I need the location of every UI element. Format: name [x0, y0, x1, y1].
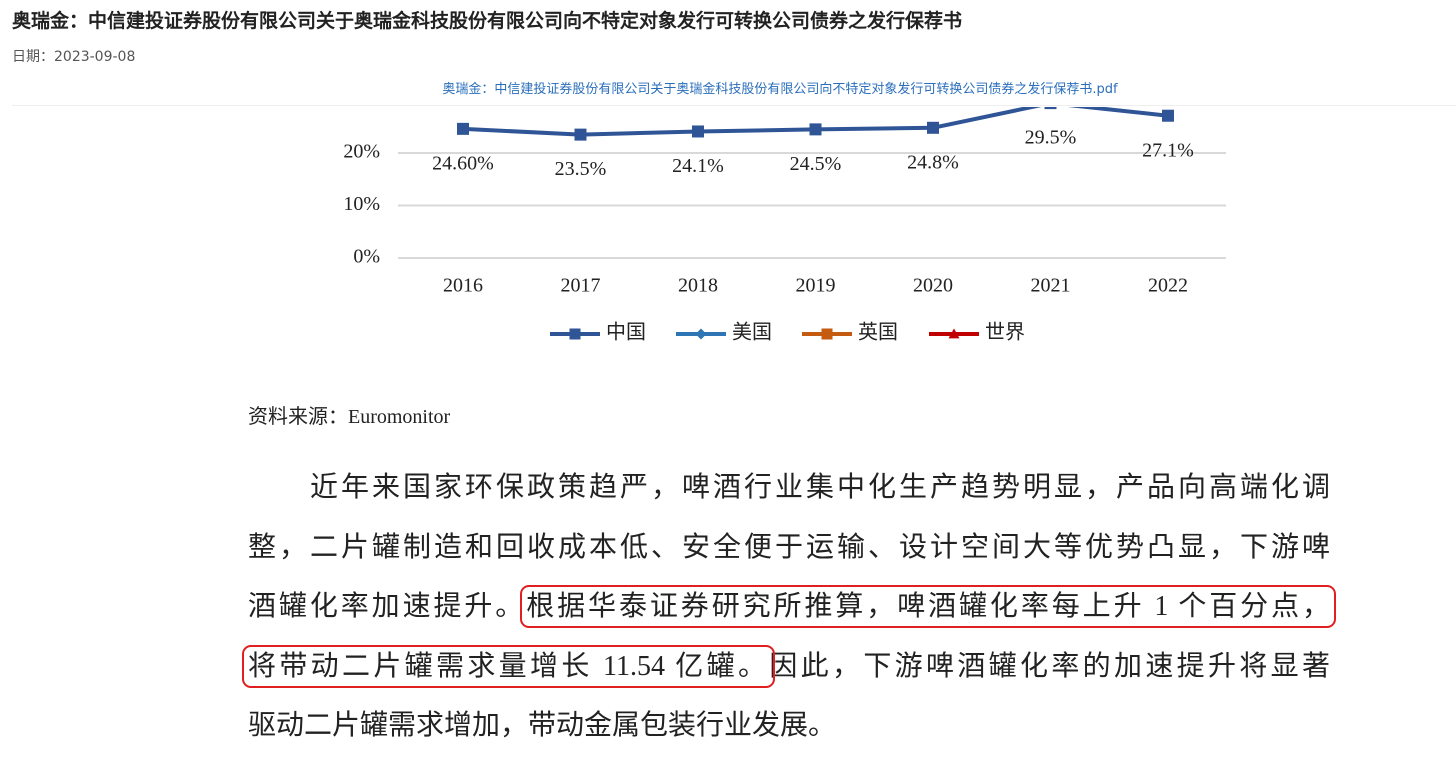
data-label: 23.5%: [555, 158, 607, 180]
text-line: 酒罐化率加速提升。根据华泰证券研究所推算，啤酒罐化率每上升 1 个百分点，: [248, 577, 1336, 637]
data-point: [457, 122, 469, 135]
legend-label: 美国: [732, 321, 772, 344]
y-tick-label: 20%: [343, 141, 380, 163]
legend-label: 中国: [606, 321, 646, 344]
divider: [12, 105, 1456, 106]
pdf-link[interactable]: 奥瑞金：中信建投证券股份有限公司关于奥瑞金科技股份有限公司向不特定对象发行可转换…: [442, 82, 1118, 97]
data-label: 29.5%: [1025, 127, 1077, 149]
data-label: 24.8%: [907, 151, 959, 173]
data-point: [1044, 107, 1057, 110]
chart: 0% 10% 20% 2016 2017 2018 2019 2020 2021 2022 24.6…: [343, 107, 1226, 344]
doc-date: 日期：2023-09-08: [12, 49, 136, 65]
data-point: [1162, 109, 1174, 122]
paragraph: 近年来国家环保政策趋严，啤酒行业集中化生产趋势明显，产品向高端化调整，二片罐制造…: [241, 458, 1336, 756]
y-tick-label: 0%: [353, 246, 380, 268]
legend-label: 英国: [858, 321, 898, 344]
legend-label: 世界: [985, 321, 1025, 344]
text-line: 驱动二片罐需求增加，带动金属包装行业发展。: [248, 696, 1330, 756]
y-tick-label: 10%: [343, 193, 380, 215]
data-label: 24.5%: [790, 153, 842, 175]
legend-marker: [569, 328, 581, 340]
data-label: 24.60%: [432, 152, 494, 174]
data-label: 24.1%: [672, 155, 724, 177]
x-tick-label: 2019: [796, 275, 836, 297]
data-point: [927, 121, 939, 134]
data-point: [692, 125, 704, 138]
text-line: 将带动二片罐需求量增长 11.54 亿罐。因此，下游啤酒罐化率的加速提升将显著: [241, 637, 1330, 697]
x-tick-label: 2016: [443, 275, 483, 297]
x-tick-label: 2017: [561, 275, 601, 297]
source-note: 资料来源：Euromonitor: [248, 406, 451, 428]
text-segment: 整，二片罐制造和回收成本低、安全便于运输、设计空间大等优势凸显，下游啤: [248, 531, 1330, 563]
legend-marker: [821, 328, 833, 340]
legend-marker: [695, 328, 707, 340]
text-segment: 因此，下游啤酒罐化率的加速提升将显著: [769, 650, 1330, 682]
x-tick-label: 2022: [1148, 275, 1188, 297]
data-point: [809, 123, 822, 136]
x-tick-label: 2020: [913, 275, 953, 297]
data-label: 27.1%: [1142, 139, 1194, 161]
highlighted-text: 根据华泰证券研究所推算，啤酒罐化率每上升 1 个百分点，: [520, 585, 1336, 628]
text-segment: 酒罐化率加速提升。: [248, 591, 527, 622]
data-point: [574, 128, 587, 141]
text-segment: 近年来国家环保政策趋严，啤酒行业集中化生产趋势明显，产品向高端化调: [310, 472, 1330, 503]
highlighted-text: 将带动二片罐需求量增长 11.54 亿罐。: [241, 644, 776, 688]
text-line: 整，二片罐制造和回收成本低、安全便于运输、设计空间大等优势凸显，下游啤: [248, 518, 1330, 578]
legend-marker: [948, 328, 960, 339]
x-tick-label: 2018: [678, 275, 718, 297]
x-tick-label: 2021: [1031, 275, 1071, 297]
doc-title: 奥瑞金：中信建投证券股份有限公司关于奥瑞金科技股份有限公司向不特定对象发行可转换…: [12, 10, 963, 32]
text-segment: 驱动二片罐需求增加，带动金属包装行业发展。: [248, 710, 837, 741]
text-line: 近年来国家环保政策趋严，啤酒行业集中化生产趋势明显，产品向高端化调: [248, 458, 1330, 518]
